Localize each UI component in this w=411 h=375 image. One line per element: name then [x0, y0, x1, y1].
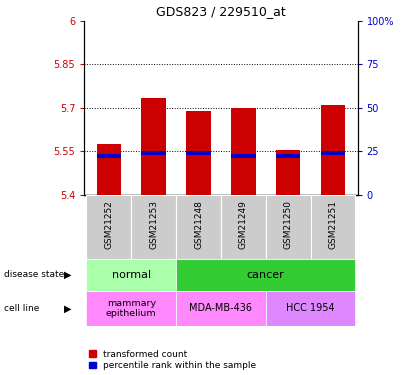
Text: GSM21253: GSM21253 — [149, 200, 158, 249]
Bar — [97, 154, 121, 158]
Text: normal: normal — [112, 270, 151, 280]
Text: MDA-MB-436: MDA-MB-436 — [189, 303, 252, 313]
Bar — [176, 195, 221, 259]
Bar — [186, 151, 211, 155]
Bar — [221, 195, 266, 259]
Text: GSM21248: GSM21248 — [194, 200, 203, 249]
Bar — [86, 195, 131, 259]
Bar — [176, 291, 266, 326]
Bar — [231, 108, 256, 195]
Bar — [321, 105, 345, 195]
Bar — [311, 195, 356, 259]
Bar — [276, 150, 300, 195]
Legend: transformed count, percentile rank within the sample: transformed count, percentile rank withi… — [89, 350, 256, 370]
Bar — [266, 195, 311, 259]
Bar — [131, 195, 176, 259]
Text: GSM21250: GSM21250 — [284, 200, 293, 249]
Bar — [231, 154, 256, 158]
Text: ▶: ▶ — [65, 270, 72, 280]
Text: GSM21251: GSM21251 — [328, 200, 337, 249]
Text: disease state: disease state — [4, 270, 65, 279]
Bar — [141, 98, 166, 195]
Bar — [86, 259, 176, 291]
Bar — [176, 259, 356, 291]
Text: mammary
epithelium: mammary epithelium — [106, 299, 157, 318]
Bar — [321, 151, 345, 155]
Text: cancer: cancer — [247, 270, 284, 280]
Text: GSM21252: GSM21252 — [104, 200, 113, 249]
Bar — [186, 111, 211, 195]
Bar — [97, 144, 121, 195]
Bar — [276, 154, 300, 158]
Bar — [266, 291, 356, 326]
Text: HCC 1954: HCC 1954 — [286, 303, 335, 313]
Text: cell line: cell line — [4, 304, 39, 313]
Text: GSM21249: GSM21249 — [239, 200, 248, 249]
Title: GDS823 / 229510_at: GDS823 / 229510_at — [156, 5, 286, 18]
Bar — [86, 291, 176, 326]
Text: ▶: ▶ — [65, 303, 72, 313]
Bar — [141, 151, 166, 155]
